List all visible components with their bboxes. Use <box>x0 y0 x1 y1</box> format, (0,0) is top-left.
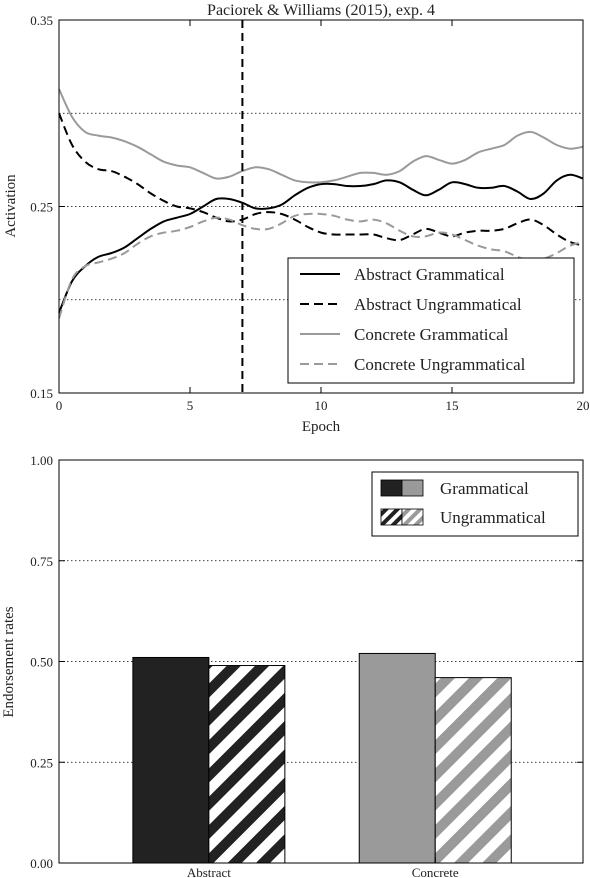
bar-abstract-grammatical <box>132 656 210 864</box>
legend-label-grammatical: Grammatical <box>440 479 529 498</box>
bottom-y-tick-label: 0.75 <box>30 554 53 569</box>
top-x-axis-label: Epoch <box>302 419 341 435</box>
legend-swatch-grammatical <box>380 479 403 497</box>
top-x-tick-label: 0 <box>56 398 63 413</box>
activation-line-chart: 0 5 10 15 20 0.15 0.25 0.35 Paciorek & Williams… <box>3 2 590 435</box>
bar-concrete-grammatical <box>358 652 436 864</box>
top-y-tick-label: 0.25 <box>30 200 53 215</box>
series-line-abstract-ungrammatical <box>58 112 584 247</box>
top-axis-ticks: 0 5 10 15 20 0.15 0.25 0.35 <box>30 13 589 413</box>
top-chart-title: Paciorek & Williams (2015), exp. 4 <box>207 2 435 19</box>
top-x-tick-label: 20 <box>577 398 590 413</box>
bar-abstract-ungrammatical <box>208 665 286 864</box>
top-series-lines <box>58 88 584 319</box>
top-x-tick-label: 10 <box>315 398 328 413</box>
bar-concrete-ungrammatical <box>434 677 512 864</box>
legend-label-abstract-grammatical: Abstract Grammatical <box>354 265 505 284</box>
top-x-tick-label: 5 <box>187 398 194 413</box>
bottom-y-tick-label: 1.00 <box>30 453 53 468</box>
endorsement-bar-chart: 0.00 0.25 0.50 0.75 1.00 Abstract Concrete End… <box>1 453 584 878</box>
series-line-concrete-ungrammatical <box>58 212 584 319</box>
category-label-concrete: Concrete <box>412 865 459 878</box>
top-y-tick-label: 0.35 <box>30 13 53 28</box>
bottom-y-tick-label: 0.25 <box>30 755 53 770</box>
bottom-axis-ticks: 0.00 0.25 0.50 0.75 1.00 Abstract Concrete <box>30 453 583 878</box>
top-legend: Abstract Grammatical Abstract Ungrammatic… <box>287 257 575 384</box>
legend-label-abstract-ungrammatical: Abstract Ungrammatical <box>354 295 522 314</box>
bottom-y-tick-label: 0.50 <box>30 655 53 670</box>
bottom-bars <box>132 652 512 864</box>
series-line-concrete-grammatical <box>58 88 584 184</box>
legend-label-ungrammatical: Ungrammatical <box>440 508 546 527</box>
top-x-tick-label: 15 <box>446 398 459 413</box>
bottom-y-tick-label: 0.00 <box>30 856 53 871</box>
bottom-legend: Grammatical Ungrammatical <box>371 471 579 537</box>
series-line-abstract-grammatical <box>58 173 584 314</box>
legend-swatch-ungrammatical <box>401 508 424 526</box>
category-label-abstract: Abstract <box>187 865 231 878</box>
legend-label-concrete-ungrammatical: Concrete Ungrammatical <box>354 355 526 374</box>
top-legend-box <box>287 257 575 384</box>
top-y-axis-label: Activation <box>3 174 19 238</box>
legend-label-concrete-grammatical: Concrete Grammatical <box>354 325 509 344</box>
top-y-tick-label: 0.15 <box>30 386 53 401</box>
legend-swatch-ungrammatical <box>380 508 403 526</box>
legend-swatch-grammatical <box>401 479 424 497</box>
bottom-y-axis-label: Endorsement rates <box>1 606 17 717</box>
